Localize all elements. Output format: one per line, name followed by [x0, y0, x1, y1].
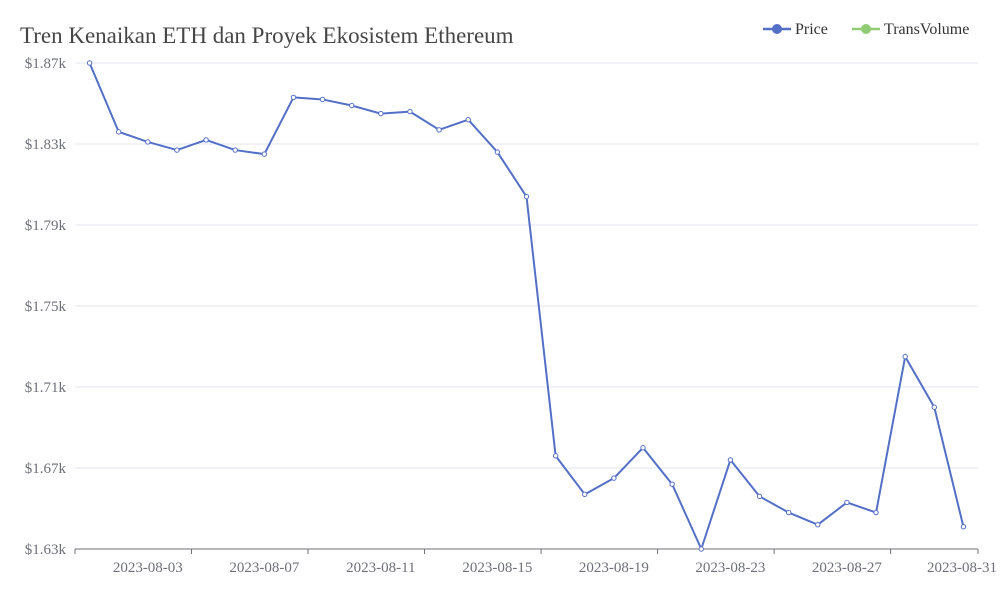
y-tick-label: $1.83k	[25, 137, 67, 153]
legend: Price TransVolume	[763, 21, 969, 38]
price-point	[145, 139, 151, 145]
price-point	[436, 127, 442, 133]
price-point	[407, 108, 413, 115]
x-tick-label: 2023-08-31	[927, 560, 997, 576]
price-point	[931, 404, 938, 410]
price-point	[552, 453, 559, 459]
legend-price-marker-icon	[772, 24, 782, 34]
legend-label-transvolume: TransVolume	[884, 21, 969, 38]
price-point	[174, 147, 180, 153]
price-point	[669, 481, 675, 487]
price-point	[290, 94, 297, 101]
legend-label-price: Price	[795, 21, 828, 38]
x-axis: 2023-08-03 2023-08-07 2023-08-11 2023-08-15…	[74, 548, 997, 576]
legend-item-price[interactable]: Price	[763, 21, 828, 38]
price-point	[960, 524, 967, 530]
price-point	[815, 522, 821, 528]
price-point	[873, 509, 879, 516]
price-point	[785, 509, 792, 516]
price-point	[902, 353, 908, 360]
price-point	[465, 117, 471, 123]
price-point	[640, 445, 646, 451]
series-price	[86, 60, 967, 552]
price-point	[494, 149, 501, 155]
y-tick-label: $1.87k	[25, 56, 67, 72]
y-tick-label: $1.71k	[25, 380, 67, 396]
price-point	[698, 546, 704, 552]
legend-transvolume-marker-icon	[861, 24, 871, 34]
x-tick-label: 2023-08-23	[695, 560, 765, 576]
price-point	[844, 499, 850, 506]
price-point	[756, 493, 763, 500]
x-tick-label: 2023-08-19	[579, 560, 649, 576]
price-point	[611, 475, 617, 481]
price-point	[232, 147, 238, 153]
price-point	[86, 60, 93, 66]
x-tick-label: 2023-08-11	[346, 560, 415, 576]
price-point	[203, 137, 209, 143]
x-tick-label: 2023-08-27	[812, 560, 882, 576]
x-tick-label: 2023-08-15	[462, 560, 532, 576]
y-tick-label: $1.63k	[25, 542, 67, 558]
y-tick-label: $1.67k	[25, 461, 67, 477]
y-axis: $1.87k $1.83k $1.79k $1.75k $1.71k $1.67k $1.6…	[25, 56, 67, 558]
y-tick-label: $1.75k	[25, 299, 67, 315]
x-tick-label: 2023-08-07	[229, 560, 299, 576]
price-point	[727, 457, 734, 463]
price-point	[378, 110, 384, 117]
price-point	[523, 193, 530, 200]
chart-title: Tren Kenaikan ETH dan Proyek Ekosistem E…	[20, 23, 514, 48]
y-grid	[75, 62, 978, 469]
price-point	[115, 129, 122, 135]
price-point	[582, 491, 588, 498]
price-point	[261, 151, 268, 157]
price-point	[319, 96, 326, 103]
x-tick-label: 2023-08-03	[113, 560, 183, 576]
legend-item-transvolume[interactable]: TransVolume	[852, 21, 969, 38]
price-point	[349, 102, 355, 109]
y-tick-label: $1.79k	[25, 218, 67, 234]
